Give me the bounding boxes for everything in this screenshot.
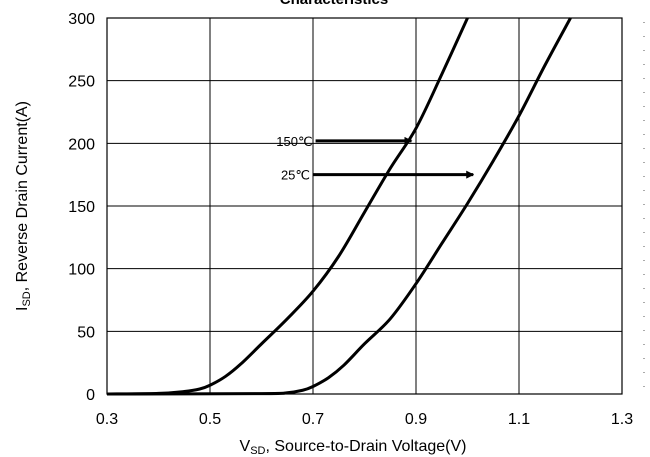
y-axis-label: ISD, Reverse Drain Current(A): [14, 101, 33, 311]
y-tick-label: 300: [68, 11, 95, 28]
annotation-label: 150℃: [276, 134, 312, 149]
x-tick-label: 0.9: [405, 411, 427, 428]
y-tick-label: 0: [86, 387, 95, 404]
series-line-0: [106, 17, 469, 396]
x-tick-label: 0.3: [96, 411, 118, 428]
y-tick-label: 50: [77, 324, 95, 341]
y-tick-label: 250: [68, 74, 95, 91]
annotation-label: 25℃: [281, 168, 310, 183]
curves: [106, 17, 572, 396]
x-axis-label: VSD, Source-to-Drain Voltage(V): [240, 438, 467, 457]
y-tick-label: 100: [68, 262, 95, 279]
x-tick-labels: 0.3 0.5 0.7 0.9 1.1 1.3: [96, 411, 633, 428]
chart-title: Characteristics: [280, 0, 388, 8]
grid: [106, 17, 623, 395]
series-line-1: [106, 17, 572, 396]
x-tick-label: 0.5: [199, 411, 221, 428]
x-tick-label: 1.1: [508, 411, 530, 428]
x-tick-label: 0.7: [302, 411, 324, 428]
y-tick-label: 200: [68, 136, 95, 153]
y-tick-labels: 0 50 100 150 200 250 300: [68, 11, 95, 404]
x-tick-label: 1.3: [611, 411, 633, 428]
plot-frame: [106, 17, 623, 395]
y-tick-label: 150: [68, 199, 95, 216]
annotations: 150℃ 25℃: [276, 134, 475, 183]
